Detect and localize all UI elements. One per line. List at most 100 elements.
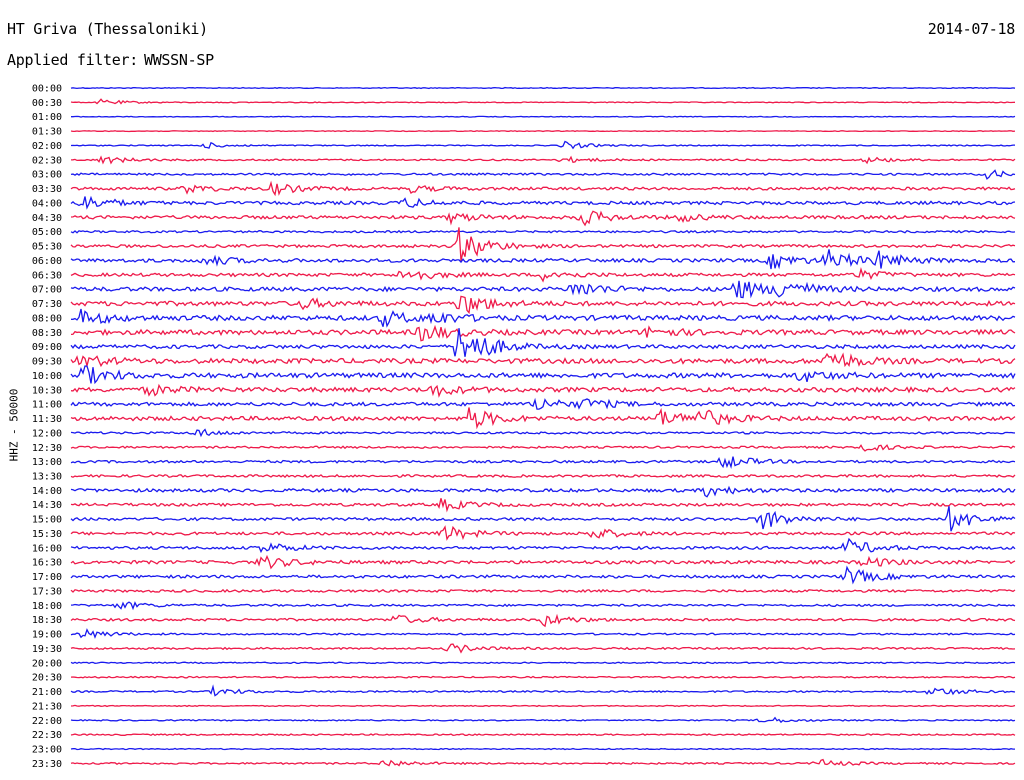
trace-0800 <box>71 308 1016 328</box>
trace-2200 <box>70 716 1016 724</box>
row-tick-label: 16:30 <box>32 558 62 569</box>
trace-1900 <box>70 628 1016 639</box>
trace-1130 <box>70 407 1016 430</box>
trace-0730 <box>70 295 1016 315</box>
row-tick-label: 16:00 <box>32 543 62 554</box>
trace-2300 <box>70 747 1015 751</box>
trace-0900 <box>70 328 1016 357</box>
trace-0830 <box>70 324 1016 342</box>
trace-0600 <box>70 249 1016 270</box>
row-tick-label: 09:30 <box>32 357 62 368</box>
row-tick-label: 19:30 <box>32 644 62 655</box>
row-tick-label: 11:30 <box>32 414 62 425</box>
trace-2330 <box>70 758 1016 767</box>
trace-1800 <box>70 601 1016 611</box>
row-tick-label: 03:00 <box>32 170 62 181</box>
row-tick-label: 12:00 <box>32 428 62 439</box>
trace-2100 <box>70 684 1016 697</box>
row-tick-label: 04:00 <box>32 198 62 209</box>
trace-1830 <box>70 613 1016 628</box>
row-tick-label: 08:30 <box>32 328 62 339</box>
row-tick-label: 22:30 <box>32 730 62 741</box>
row-tick-label: 23:00 <box>32 745 62 756</box>
trace-0430 <box>70 210 1016 227</box>
row-tick-label: 05:30 <box>32 242 62 253</box>
trace-0300 <box>70 169 1016 180</box>
trace-0930 <box>70 352 1016 369</box>
trace-0030 <box>70 98 1016 105</box>
trace-1100 <box>70 397 1016 410</box>
row-tick-label: 00:30 <box>32 98 62 109</box>
trace-1400 <box>70 485 1016 498</box>
trace-1500 <box>70 506 1016 532</box>
trace-1730 <box>70 588 1016 593</box>
trace-0100 <box>71 115 1016 118</box>
date-label: 2014-07-18 <box>927 20 1016 38</box>
trace-1030 <box>70 383 1016 398</box>
row-tick-label: 12:30 <box>32 443 62 454</box>
trace-0130 <box>70 130 1016 133</box>
trace-1000 <box>70 365 1016 385</box>
row-tick-label: 09:00 <box>32 342 62 353</box>
row-tick-label: 13:00 <box>32 457 62 468</box>
row-tick-label: 20:00 <box>32 658 62 669</box>
row-tick-label: 21:00 <box>32 687 62 698</box>
filter-line: Applied filter: WWSSN-SP <box>7 51 214 69</box>
trace-1530 <box>70 525 1016 541</box>
trace-0700 <box>70 280 1016 299</box>
row-tick-label: 14:30 <box>32 500 62 511</box>
row-tick-label: 06:00 <box>32 256 62 267</box>
trace-2000 <box>70 661 1016 665</box>
row-tick-label: 02:30 <box>32 155 62 166</box>
row-tick-label: 01:30 <box>32 127 62 138</box>
trace-1300 <box>70 456 1016 469</box>
row-tick-label: 17:30 <box>32 586 62 597</box>
filter-label: Applied filter: <box>7 51 138 69</box>
row-tick-label: 10:30 <box>32 385 62 396</box>
row-tick-label: 05:00 <box>32 227 62 238</box>
row-tick-label: 23:30 <box>32 759 62 770</box>
row-tick-label: 00:00 <box>32 84 62 95</box>
row-tick-label: 20:30 <box>32 673 62 684</box>
row-tick-label: 04:30 <box>32 213 62 224</box>
trace-1200 <box>70 428 1016 438</box>
trace-1230 <box>70 444 1016 452</box>
trace-0000 <box>70 86 1016 90</box>
trace-0630 <box>70 267 1016 283</box>
trace-0400 <box>70 195 1016 210</box>
row-tick-label: 22:00 <box>32 716 62 727</box>
trace-2230 <box>70 733 1016 737</box>
row-tick-label: 11:00 <box>32 400 62 411</box>
row-tick-label: 14:00 <box>32 486 62 497</box>
row-tick-label: 18:00 <box>32 601 62 612</box>
trace-0500 <box>70 229 1016 234</box>
trace-0230 <box>70 155 1016 165</box>
row-tick-label: 19:00 <box>32 630 62 641</box>
row-tick-label: 07:30 <box>32 299 62 310</box>
row-tick-label: 13:30 <box>32 471 62 482</box>
row-tick-label: 15:30 <box>32 529 62 540</box>
row-tick-label: 03:30 <box>32 184 62 195</box>
row-tick-label: 15:00 <box>32 515 62 526</box>
row-tick-label: 08:00 <box>32 313 62 324</box>
trace-0330 <box>70 180 1016 197</box>
row-tick-label: 18:30 <box>32 615 62 626</box>
trace-2030 <box>70 675 1016 679</box>
trace-1930 <box>70 643 1016 654</box>
trace-1330 <box>70 473 1016 479</box>
row-tick-label: 02:00 <box>32 141 62 152</box>
trace-2130 <box>70 704 1016 708</box>
row-tick-label: 17:00 <box>32 572 62 583</box>
trace-1630 <box>70 554 1016 570</box>
row-tick-label: 01:00 <box>32 112 62 123</box>
row-tick-label: 10:00 <box>32 371 62 382</box>
trace-0530 <box>70 227 1016 262</box>
row-tick-label: 21:30 <box>32 701 62 712</box>
trace-0200 <box>70 140 1015 150</box>
station-title: HT Griva (Thessaloniki) <box>7 20 208 38</box>
trace-1600 <box>70 537 1016 554</box>
filter-value: WWSSN-SP <box>143 51 214 69</box>
row-tick-label: 07:00 <box>32 285 62 296</box>
trace-1700 <box>70 565 1016 585</box>
